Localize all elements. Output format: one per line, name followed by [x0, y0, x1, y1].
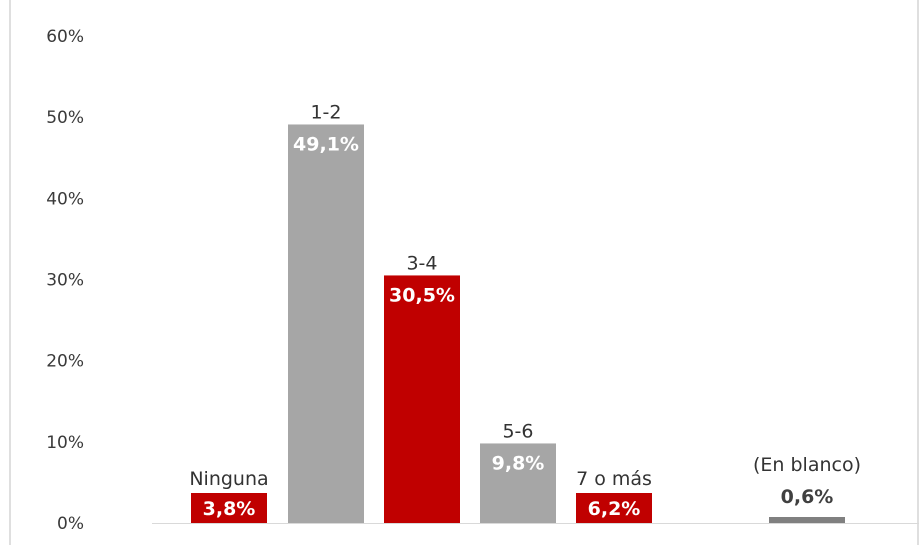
- bar-category-label: (En blanco): [753, 454, 861, 476]
- bar-category-label: 5-6: [502, 420, 533, 442]
- bar-category-label: Ninguna: [189, 468, 268, 490]
- bar-value-label: 9,8%: [492, 452, 545, 474]
- y-tick-label: 40%: [46, 189, 84, 209]
- bar-value-label: 0,6%: [781, 486, 834, 508]
- bar-4: [576, 493, 652, 523]
- bar-value-label: 3,8%: [203, 498, 256, 520]
- bar-1: [288, 124, 364, 523]
- bar-value-label: 6,2%: [588, 498, 641, 520]
- bar-value-label: 30,5%: [389, 284, 455, 306]
- bar-value-label: 49,1%: [293, 133, 359, 155]
- y-tick-label: 60%: [46, 27, 84, 47]
- y-tick-label: 50%: [46, 108, 84, 128]
- y-tick-label: 10%: [46, 433, 84, 453]
- y-tick-label: 0%: [57, 514, 84, 534]
- bar-0: [191, 493, 267, 523]
- bar-category-label: 1-2: [310, 101, 341, 123]
- bar-category-label: 7 o más: [576, 468, 652, 490]
- bar-5: [769, 517, 845, 523]
- y-tick-label: 30%: [46, 271, 84, 291]
- bar-category-label: 3-4: [406, 252, 437, 274]
- bar-3: [480, 443, 556, 523]
- bar-2: [384, 275, 460, 523]
- y-tick-label: 20%: [46, 352, 84, 372]
